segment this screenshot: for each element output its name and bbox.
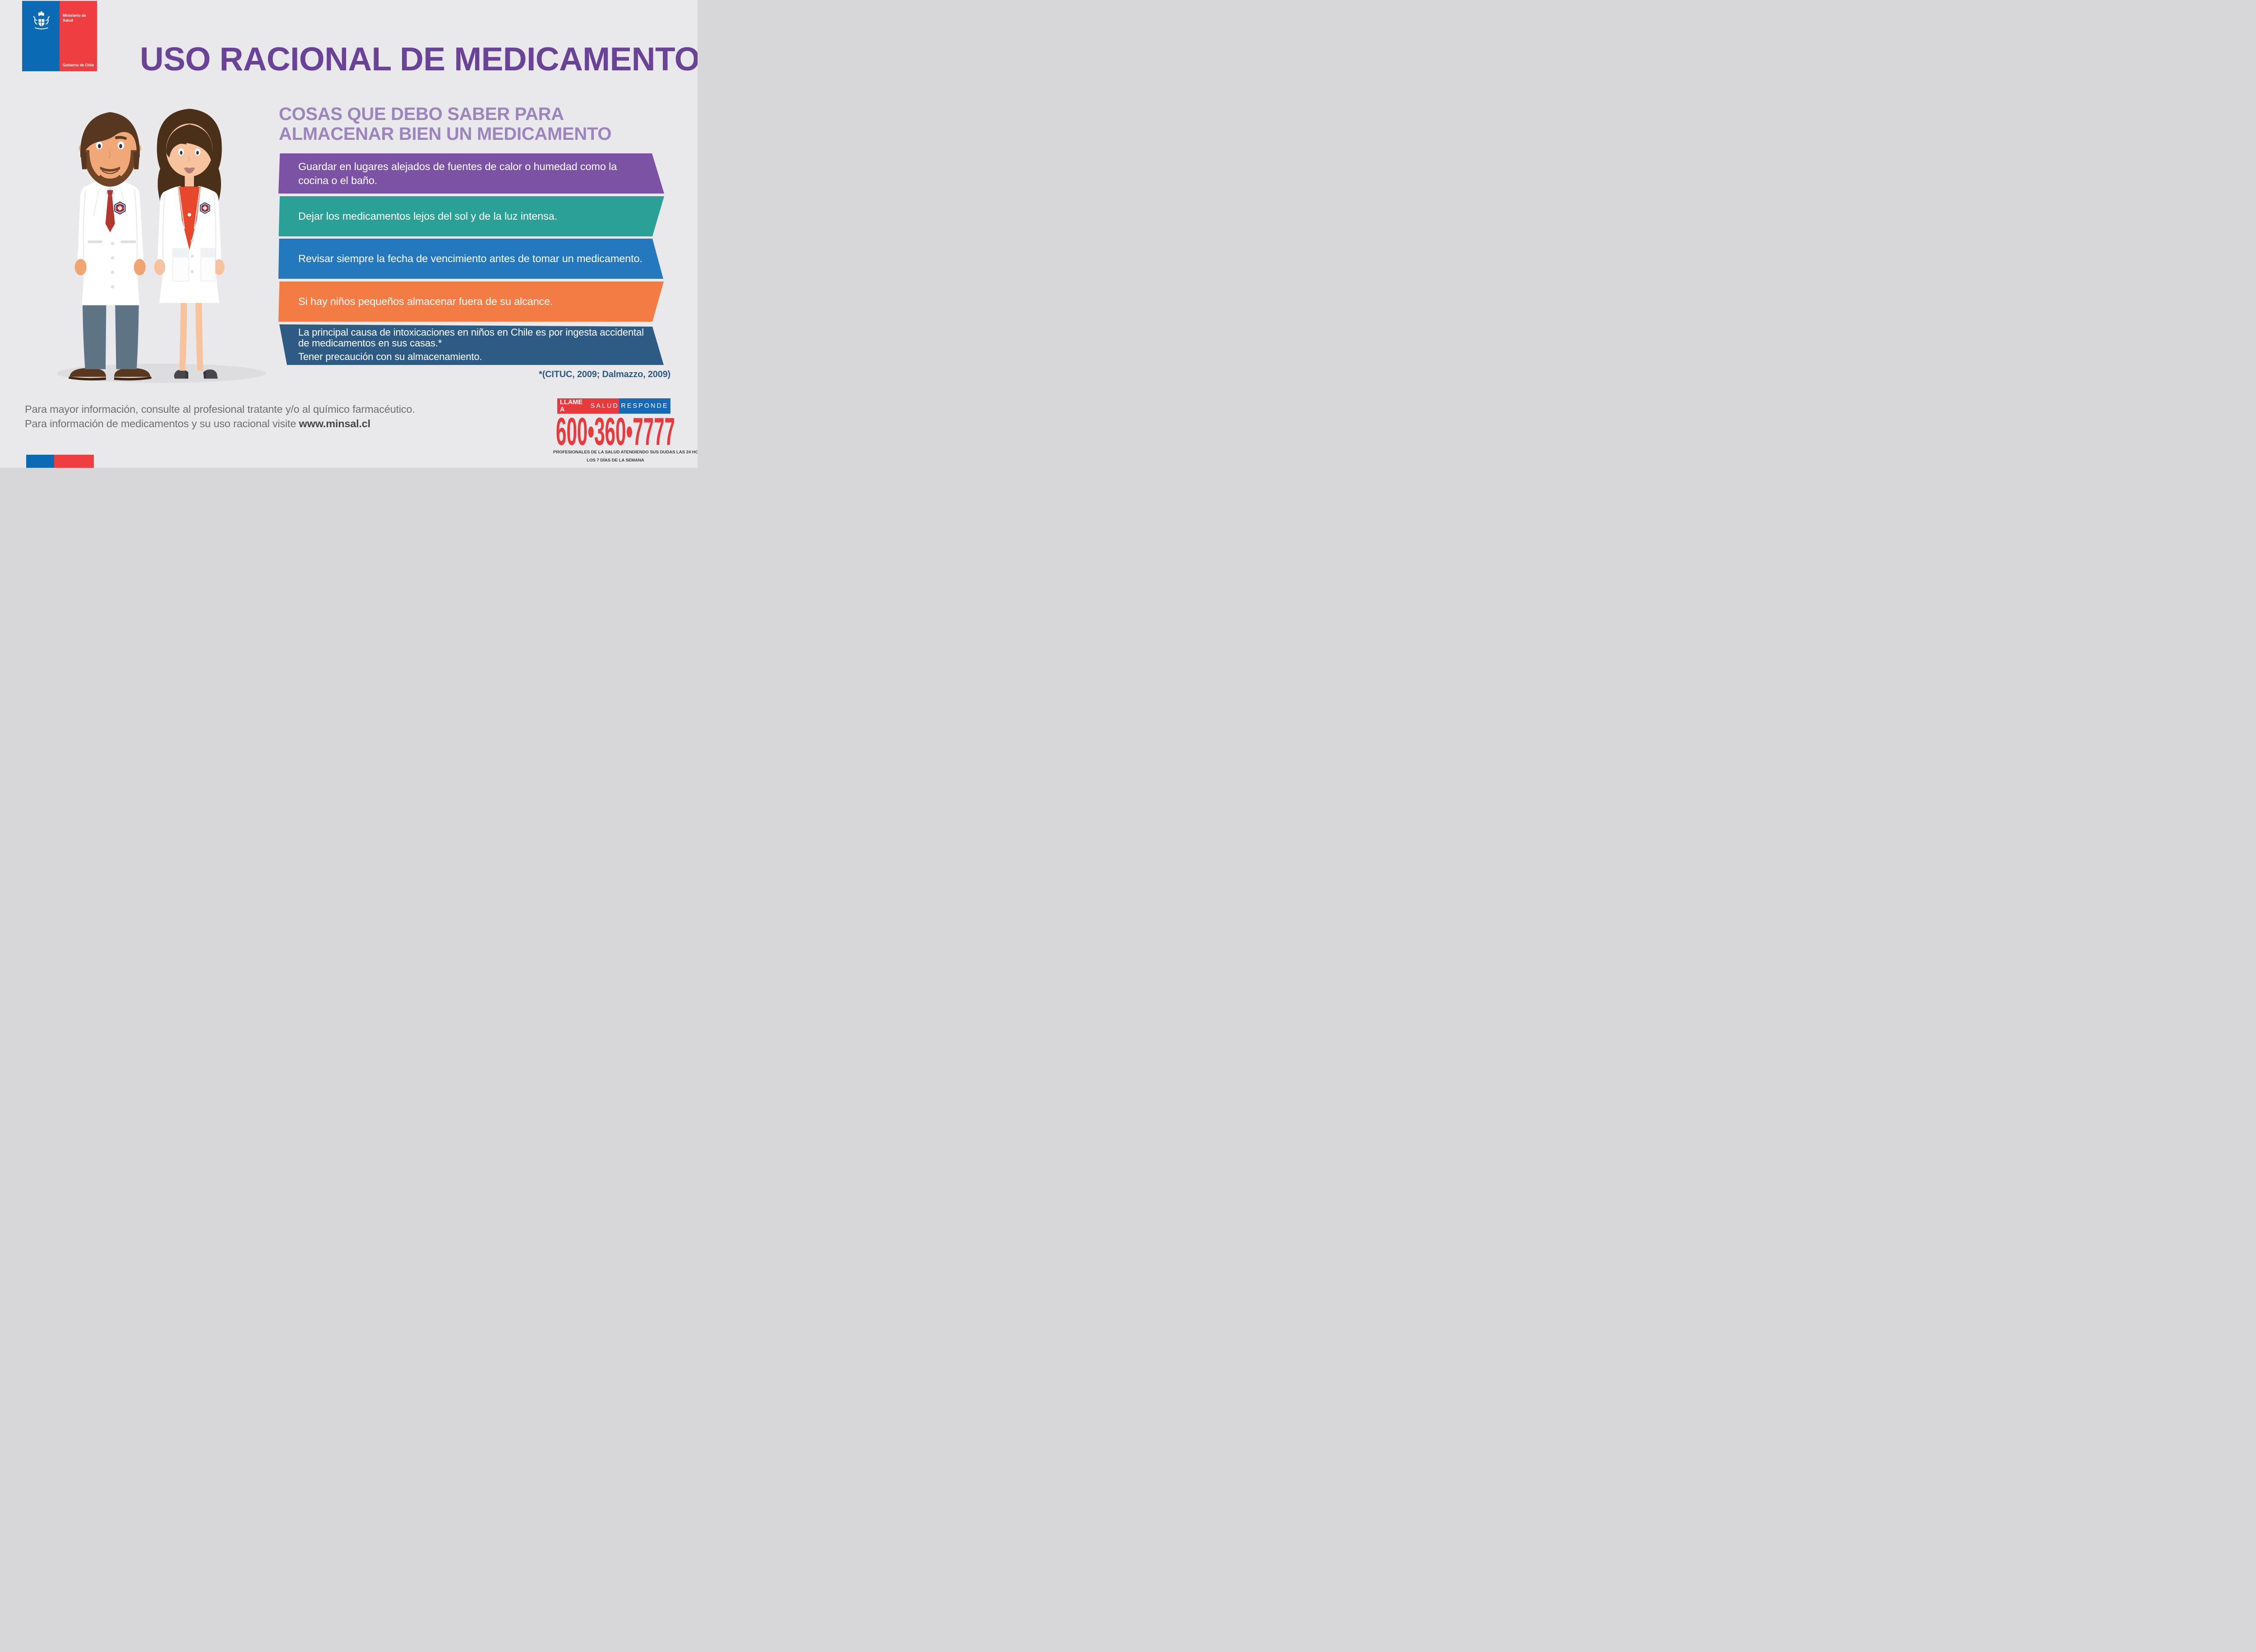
ministry-name: Ministerio de Salud bbox=[63, 13, 86, 23]
banner-text: Revisar siempre la fecha de vencimiento … bbox=[298, 253, 643, 265]
llame-a-label: LLAME A bbox=[560, 399, 582, 413]
flag-red bbox=[54, 455, 94, 468]
minsal-link[interactable]: www.minsal.cl bbox=[299, 417, 371, 429]
footer-line-1: Para mayor información, consulte al prof… bbox=[25, 403, 415, 415]
banner-text-secondary: Tener precaución con su almacenamiento. bbox=[298, 351, 482, 362]
section-subtitle: COSAS QUE DEBO SABER PARA ALMACENAR BIEN… bbox=[279, 104, 612, 144]
banner-check-expiration: Revisar siempre la fecha de vencimiento … bbox=[278, 239, 663, 279]
infographic-page: Ministerio de Salud Gobierno de Chile US… bbox=[0, 0, 698, 468]
salud-label: SALUD bbox=[590, 402, 619, 410]
footer-line-2: Para información de medicamentos y su us… bbox=[25, 417, 415, 431]
page-title: USO RACIONAL DE MEDICAMENTOS bbox=[140, 41, 698, 78]
salud-responde-bar-red: LLAME A SALUD bbox=[557, 398, 619, 414]
citation-footnote: *(CITUC, 2009; Dalmazzo, 2009) bbox=[539, 369, 670, 379]
male-pharmacist-illustration bbox=[69, 112, 152, 381]
salud-responde-bar: LLAME A SALUD RESPONDE bbox=[557, 398, 670, 414]
phone-caption: PROFESIONALES DE LA SALUD ATENDIENDO SUS… bbox=[553, 450, 698, 463]
banner-text: Dejar los medicamentos lejos del sol y d… bbox=[298, 210, 558, 222]
chile-coat-of-arms-icon bbox=[33, 11, 50, 29]
pharmacists-illustration: ⚕ bbox=[57, 109, 266, 383]
banner-text: Guardar en lugares alejados de fuentes d… bbox=[298, 161, 617, 186]
phone-number-text[interactable]: 600•360•7777 bbox=[556, 417, 675, 448]
phone-number[interactable]: 600•360•7777 bbox=[556, 417, 675, 448]
banner-store-away-from-heat: Guardar en lugares alejados de fuentes d… bbox=[278, 153, 664, 194]
banner-text: La principal causa de intoxicaciones en … bbox=[298, 326, 644, 349]
footer-line-2-text: Para información de medicamentos y su us… bbox=[25, 417, 299, 429]
banner-text: Si hay niños pequeños almacenar fuera de… bbox=[298, 295, 553, 308]
banner-out-of-children-reach: Si hay niños pequeños almacenar fuera de… bbox=[278, 281, 664, 322]
government-name: Gobierno de Chile bbox=[63, 63, 94, 67]
logo-red-panel: Ministerio de Salud Gobierno de Chile bbox=[60, 1, 97, 71]
salud-responde-bar-blue: RESPONDE bbox=[619, 398, 670, 414]
responde-label: RESPONDE bbox=[621, 402, 669, 410]
female-pharmacist-illustration bbox=[154, 109, 225, 379]
logo-blue-panel bbox=[22, 1, 60, 71]
banner-away-from-sunlight: Dejar los medicamentos lejos del sol y d… bbox=[278, 196, 664, 236]
footer-information: Para mayor información, consulte al prof… bbox=[25, 402, 415, 431]
ministry-logo: Ministerio de Salud Gobierno de Chile bbox=[22, 1, 97, 71]
gobierno-flag-mark bbox=[26, 455, 94, 468]
flag-blue bbox=[26, 455, 54, 468]
banner-intoxication-warning: La principal causa de intoxicaciones en … bbox=[279, 324, 664, 365]
